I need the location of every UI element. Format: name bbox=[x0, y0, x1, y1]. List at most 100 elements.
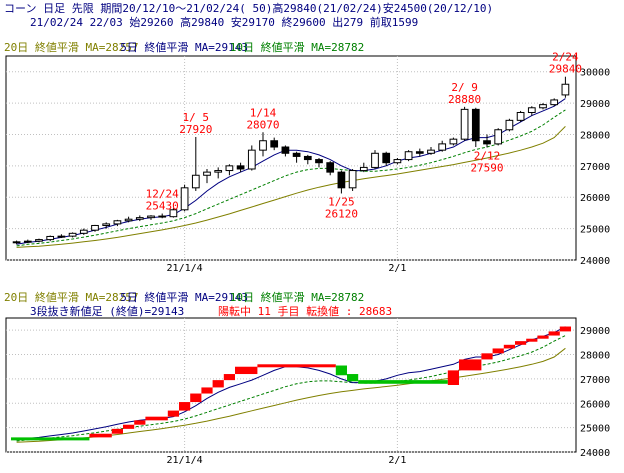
brick-up bbox=[190, 393, 202, 403]
candle-body bbox=[46, 235, 55, 241]
candle bbox=[449, 137, 458, 146]
renko-bricks bbox=[11, 326, 571, 441]
candle-body bbox=[382, 152, 391, 164]
legend-entry: 5日 終値平滑 MA=29143 bbox=[120, 40, 248, 54]
candle-body bbox=[203, 171, 211, 176]
annotation-date: 1/14 bbox=[250, 106, 277, 119]
candle bbox=[303, 154, 312, 165]
renko-subtitle: 3段抜き新値足 (終値)=29143 bbox=[30, 304, 184, 318]
annotation-price: 28070 bbox=[246, 118, 279, 131]
candle-body bbox=[292, 152, 301, 157]
x-tick-label: 21/1/4 bbox=[167, 455, 203, 466]
candle-body bbox=[102, 223, 111, 226]
brick-down bbox=[335, 365, 347, 376]
candle bbox=[438, 140, 447, 152]
brick-up bbox=[257, 364, 336, 368]
candle-body bbox=[348, 170, 357, 189]
legend-entry: 20日 終値平滑 MA=28257 bbox=[4, 290, 138, 304]
x-tick-label: 2/1 bbox=[388, 455, 406, 466]
candle bbox=[393, 158, 402, 165]
candle-body bbox=[561, 83, 570, 96]
legend-entry: 20日 終値平滑 MA=28257 bbox=[4, 40, 138, 54]
candle bbox=[359, 162, 368, 173]
brick-up bbox=[515, 341, 527, 345]
brick-up bbox=[179, 402, 191, 411]
candle bbox=[404, 150, 413, 162]
y-tick-label: 29000 bbox=[580, 326, 610, 337]
y-tick-label: 28000 bbox=[580, 351, 610, 362]
annotation-date: 2/ 9 bbox=[451, 81, 478, 94]
candle bbox=[460, 106, 469, 141]
candle bbox=[135, 215, 144, 222]
brick-up bbox=[145, 416, 168, 421]
candle-body bbox=[483, 140, 491, 145]
brick-up bbox=[134, 420, 146, 425]
candle bbox=[12, 240, 21, 245]
annotation-price: 27920 bbox=[179, 123, 212, 136]
candle bbox=[191, 136, 200, 191]
candle bbox=[281, 145, 290, 157]
candle-body bbox=[494, 129, 503, 145]
renko-y-axis: 24000 25000 26000 27000 28000 29000 bbox=[580, 326, 610, 459]
candle-body bbox=[427, 149, 435, 154]
candle-body bbox=[214, 170, 223, 173]
y-tick-label: 27000 bbox=[580, 375, 610, 386]
candle bbox=[415, 148, 424, 157]
annotation-date: 1/25 bbox=[328, 195, 355, 208]
candle-body bbox=[91, 224, 99, 231]
candle-body bbox=[113, 220, 122, 225]
annotation-date: 1/ 5 bbox=[183, 111, 210, 124]
candle bbox=[315, 158, 323, 168]
candle bbox=[259, 132, 267, 157]
candle bbox=[561, 76, 570, 98]
candle bbox=[427, 147, 435, 155]
y-tick-label: 26000 bbox=[580, 399, 610, 410]
brick-up bbox=[111, 428, 123, 434]
candle-body bbox=[326, 162, 335, 173]
y-tick-label: 24000 bbox=[580, 256, 610, 267]
legend-entry: 5日 終値平滑 MA=29143 bbox=[120, 290, 248, 304]
candle-body bbox=[449, 138, 458, 145]
y-tick-label: 28000 bbox=[580, 130, 610, 141]
candle-body bbox=[79, 229, 88, 234]
candle bbox=[527, 106, 536, 116]
brick-up bbox=[526, 338, 538, 342]
candle-body bbox=[438, 143, 447, 151]
candle-body bbox=[259, 140, 267, 151]
candle bbox=[471, 107, 480, 148]
y-tick-label: 30000 bbox=[580, 68, 610, 79]
candle-body bbox=[57, 235, 66, 238]
candle-body bbox=[505, 119, 514, 131]
candle-body bbox=[158, 215, 167, 218]
candle bbox=[57, 234, 66, 239]
y-tick-label: 25000 bbox=[580, 225, 610, 236]
candle-body bbox=[236, 165, 245, 170]
ma20-line bbox=[16, 126, 566, 248]
candle-body bbox=[23, 240, 32, 243]
candle-body bbox=[550, 99, 559, 106]
candle bbox=[236, 162, 245, 173]
candle-body bbox=[415, 151, 424, 154]
candlestick-plot-frame bbox=[5, 55, 577, 261]
candle bbox=[158, 213, 167, 219]
brick-up bbox=[559, 326, 571, 332]
candle-body bbox=[35, 239, 43, 242]
candle bbox=[247, 145, 256, 171]
candle-body bbox=[371, 152, 379, 168]
candle-body bbox=[169, 209, 178, 218]
annotation-price: 25430 bbox=[146, 200, 179, 213]
candle-body bbox=[270, 140, 279, 148]
candle bbox=[124, 216, 133, 223]
candle bbox=[550, 98, 559, 107]
brick-up bbox=[548, 331, 560, 336]
candlestick-series bbox=[12, 76, 570, 245]
candle-body bbox=[191, 174, 200, 189]
candle-body bbox=[147, 215, 155, 219]
candle bbox=[539, 103, 547, 110]
brick-up bbox=[223, 374, 235, 381]
candle bbox=[23, 239, 32, 244]
annotation-date: 12/24 bbox=[146, 188, 179, 201]
